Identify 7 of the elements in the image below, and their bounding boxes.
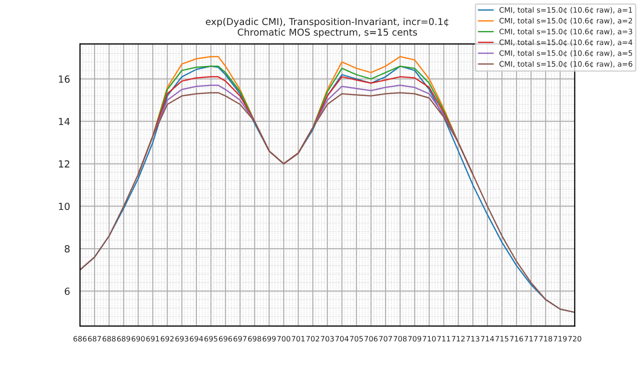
y-tick-label: 8 bbox=[64, 245, 70, 252]
y-tick-label: 12 bbox=[58, 160, 70, 168]
y-tick-label: 10 bbox=[58, 202, 70, 210]
y-tick-label: 6 bbox=[64, 288, 70, 295]
chart-title: exp(Dyadic CMI), Transposition-Invariant, incr=0.1¢ Chromatic MOS spectrum, s=15 cents bbox=[206, 18, 448, 38]
y-tick-label: 14 bbox=[58, 118, 70, 126]
y-tick-label: 16 bbox=[58, 75, 70, 83]
